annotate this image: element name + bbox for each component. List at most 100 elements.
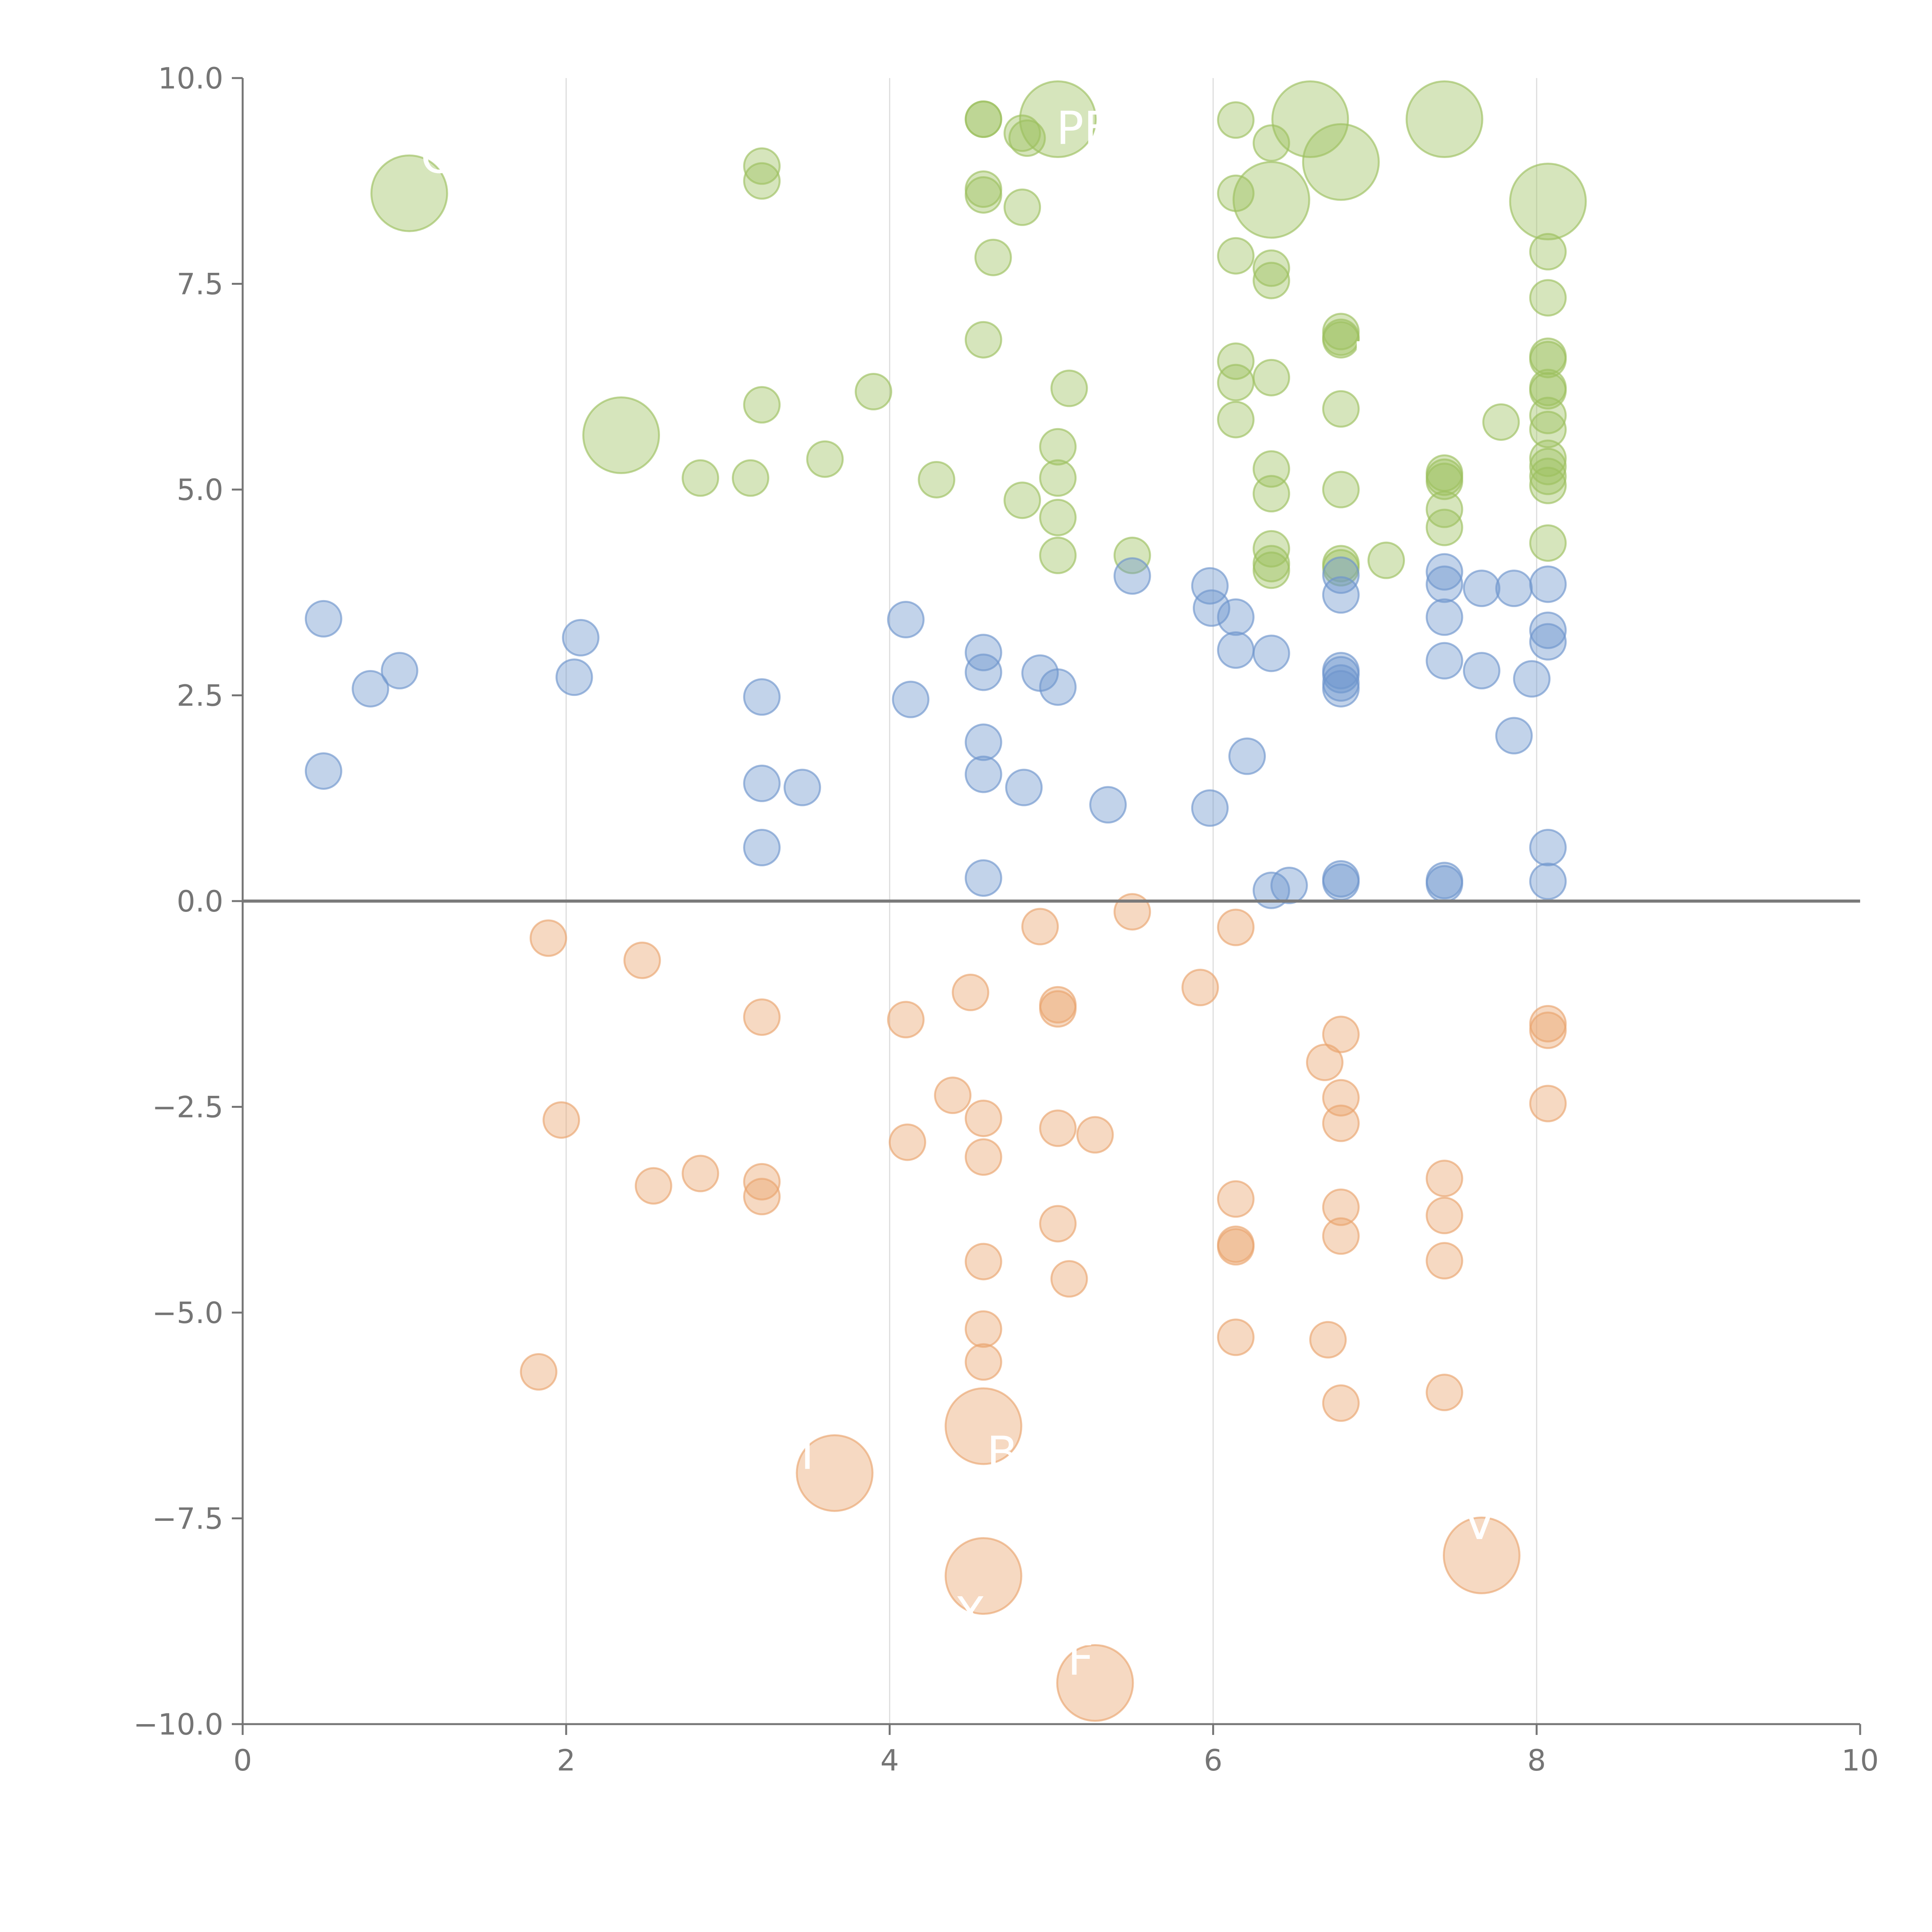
green-point-15 bbox=[1252, 262, 1290, 299]
orange-point-8 bbox=[743, 1178, 781, 1216]
green-large-point-0 bbox=[370, 154, 448, 232]
green-point-52 bbox=[1003, 481, 1041, 519]
points-layer bbox=[304, 80, 1587, 1722]
blue-point-11 bbox=[892, 680, 930, 718]
orange-point-43 bbox=[1425, 1374, 1463, 1412]
green-point-43 bbox=[918, 461, 956, 498]
green-point-34 bbox=[1482, 403, 1520, 441]
orange-point-6 bbox=[743, 998, 781, 1036]
orange-point-37 bbox=[1322, 1188, 1360, 1226]
blue-point-48 bbox=[1495, 717, 1533, 755]
x-tick-label-0: 0 bbox=[233, 1743, 252, 1777]
blue-point-32 bbox=[1322, 576, 1360, 614]
orange-point-2 bbox=[543, 1101, 580, 1139]
orange-point-3 bbox=[634, 1167, 672, 1205]
green-point-57 bbox=[1039, 536, 1077, 574]
blue-point-8 bbox=[783, 769, 821, 806]
green-point-14 bbox=[1252, 249, 1290, 287]
green-point-58 bbox=[1113, 536, 1151, 574]
green-large-point-2 bbox=[1271, 80, 1349, 158]
green-point-3 bbox=[1008, 119, 1046, 157]
orange-point-14 bbox=[964, 1138, 1002, 1176]
green-point-23 bbox=[1217, 364, 1255, 401]
blue-point-5 bbox=[555, 658, 593, 696]
green-point-44 bbox=[1039, 459, 1077, 497]
blue-point-45 bbox=[1463, 570, 1500, 607]
green-large-point-5 bbox=[1232, 161, 1310, 239]
green-point-24 bbox=[1252, 359, 1290, 396]
green-point-30 bbox=[855, 373, 893, 411]
blue-point-31 bbox=[1322, 556, 1360, 594]
orange-point-18 bbox=[1021, 908, 1059, 946]
orange-large-point-2 bbox=[944, 1537, 1022, 1615]
green-point-36 bbox=[1529, 411, 1567, 449]
y-tick-label-0: 10.0 bbox=[158, 61, 223, 95]
blue-point-21 bbox=[1113, 557, 1151, 595]
orange-point-17 bbox=[964, 1343, 1002, 1381]
green-point-41 bbox=[682, 459, 719, 497]
orange-point-20 bbox=[1039, 990, 1077, 1028]
y-tick-label-2: 5.0 bbox=[177, 473, 223, 507]
orange-point-25 bbox=[1113, 893, 1151, 931]
green-point-10 bbox=[1003, 188, 1041, 226]
blue-point-13 bbox=[964, 653, 1002, 691]
y-tick-label-6: −5.0 bbox=[152, 1296, 223, 1330]
orange-point-27 bbox=[1217, 908, 1255, 946]
green-point-21 bbox=[1322, 321, 1360, 359]
blue-point-4 bbox=[562, 619, 600, 656]
blue-point-7 bbox=[743, 764, 781, 802]
blue-point-47 bbox=[1495, 570, 1533, 607]
blue-point-19 bbox=[1039, 668, 1077, 706]
green-point-37 bbox=[806, 440, 844, 478]
green-point-12 bbox=[974, 238, 1012, 276]
green-point-7 bbox=[743, 162, 781, 200]
orange-point-46 bbox=[1529, 1085, 1567, 1122]
green-point-29 bbox=[743, 386, 781, 424]
blue-point-20 bbox=[1089, 786, 1127, 824]
blue-point-30 bbox=[1270, 867, 1308, 905]
green-point-40 bbox=[1529, 447, 1567, 485]
blue-point-25 bbox=[1217, 631, 1255, 669]
green-bubble-label-0: S bbox=[1477, 62, 1506, 115]
green-point-16 bbox=[1529, 233, 1567, 270]
orange-point-38 bbox=[1322, 1217, 1360, 1255]
orange-bubble-label-4: V bbox=[1464, 1497, 1495, 1550]
blue-point-12 bbox=[964, 634, 1002, 672]
orange-point-28 bbox=[1217, 1180, 1255, 1218]
orange-large-point-3 bbox=[1056, 1644, 1134, 1722]
blue-point-3 bbox=[381, 652, 418, 690]
green-point-4 bbox=[1217, 101, 1255, 139]
axis-layer: 10.0 7.5 5.0 2.5 0.0 −2.5 −5.0 −7.5 −10.0 0 2 4 6 8 10 bbox=[133, 61, 1879, 1777]
orange-point-36 bbox=[1322, 1104, 1360, 1142]
green-point-26 bbox=[1529, 340, 1567, 378]
orange-point-34 bbox=[1322, 1015, 1360, 1053]
green-point-31 bbox=[1050, 369, 1088, 407]
orange-point-10 bbox=[888, 1123, 926, 1161]
orange-point-12 bbox=[952, 973, 990, 1011]
green-point-51 bbox=[1529, 466, 1567, 504]
orange-point-33 bbox=[1309, 1321, 1347, 1359]
orange-point-31 bbox=[1217, 1318, 1255, 1356]
x-tick-label-4: 8 bbox=[1527, 1743, 1546, 1777]
green-point-46 bbox=[1252, 475, 1290, 513]
green-bubble-label-5: I bbox=[889, 68, 903, 122]
orange-bubble-label-2: X bbox=[954, 1587, 986, 1640]
green-point-13 bbox=[1217, 237, 1255, 275]
x-tick-label-5: 10 bbox=[1842, 1743, 1879, 1777]
blue-point-14 bbox=[964, 723, 1002, 761]
orange-point-22 bbox=[1039, 1205, 1077, 1243]
blue-point-34 bbox=[1322, 656, 1360, 694]
orange-point-26 bbox=[1181, 969, 1219, 1007]
green-bubble-label-2: II bbox=[1352, 332, 1379, 385]
green-point-38 bbox=[1039, 428, 1077, 466]
orange-point-39 bbox=[1322, 1384, 1360, 1422]
orange-large-point-1 bbox=[944, 1387, 1022, 1465]
blue-point-36 bbox=[1322, 670, 1360, 707]
orange-bubble-label-0: B bbox=[987, 1427, 1018, 1480]
blue-point-44 bbox=[1425, 865, 1463, 903]
orange-point-42 bbox=[1425, 1242, 1463, 1280]
orange-point-11 bbox=[934, 1077, 972, 1114]
orange-point-15 bbox=[964, 1243, 1002, 1281]
